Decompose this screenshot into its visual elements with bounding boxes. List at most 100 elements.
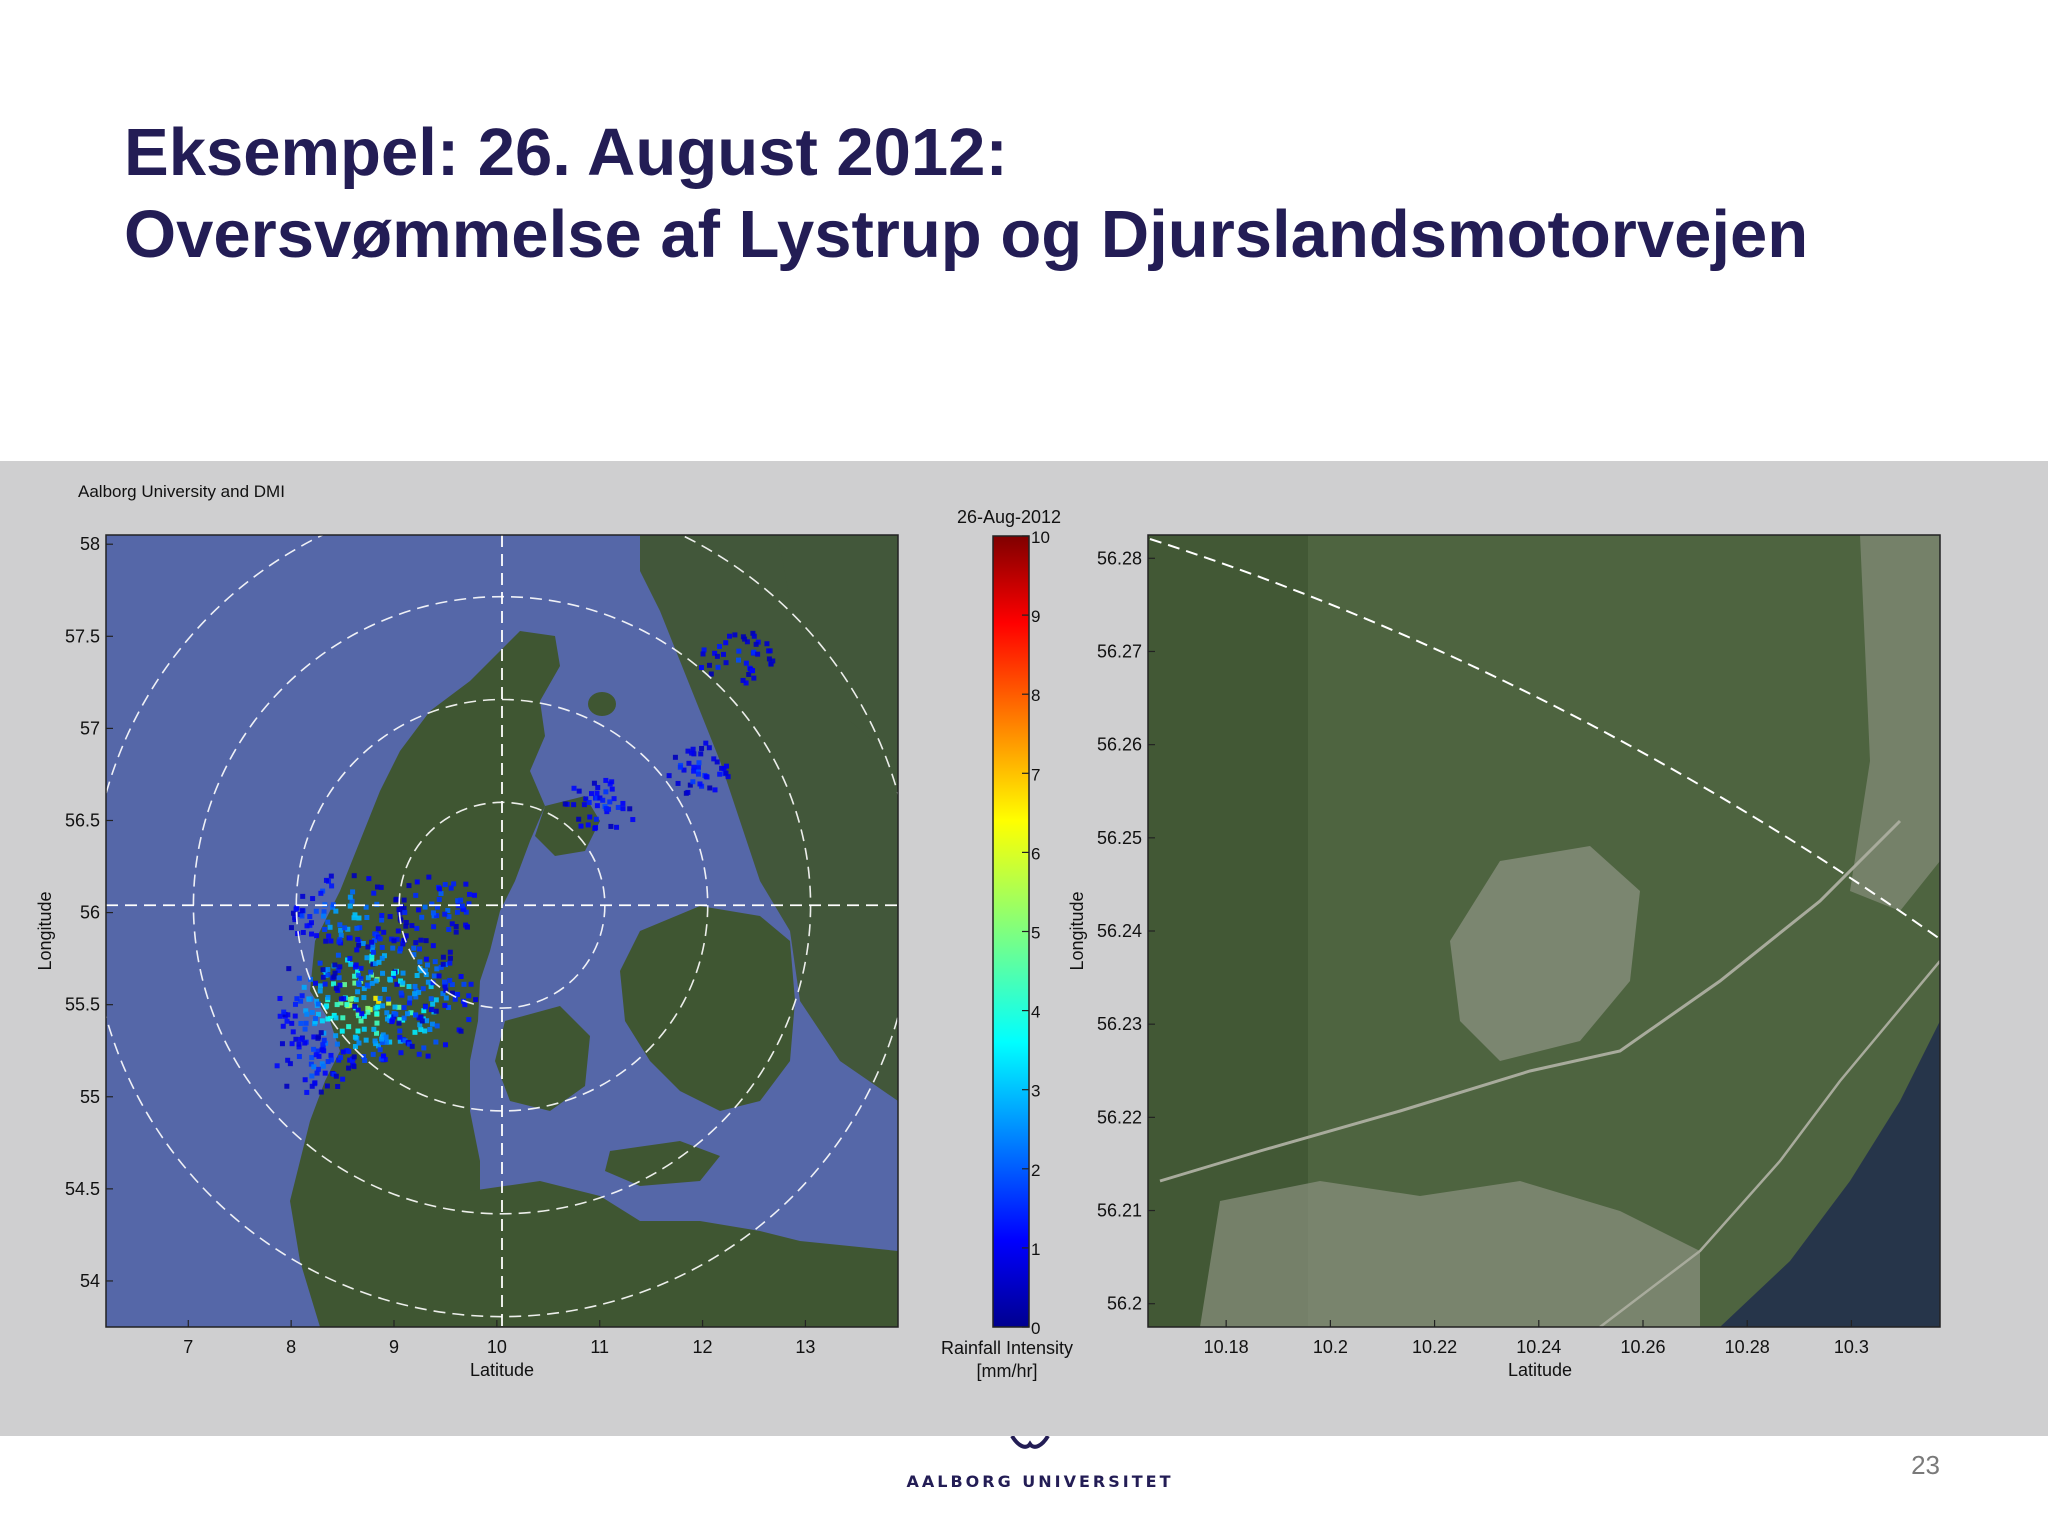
rain-echo-pixel: [351, 873, 357, 879]
rain-echo-pixel: [712, 650, 718, 656]
rain-echo-pixel: [436, 896, 442, 902]
rain-echo-pixel: [398, 990, 404, 996]
rain-echo-pixel: [461, 981, 467, 987]
rain-echo-pixel: [298, 1036, 304, 1042]
rain-echo-pixel: [455, 898, 461, 904]
rain-echo-pixel: [353, 997, 359, 1003]
rain-echo-pixel: [312, 1016, 318, 1022]
rain-echo-pixel: [333, 1033, 339, 1039]
rain-echo-pixel: [309, 931, 315, 937]
rain-echo-pixel: [284, 1083, 290, 1089]
rain-echo-pixel: [588, 791, 594, 797]
rain-echo-pixel: [412, 983, 418, 989]
rain-echo-pixel: [417, 959, 423, 965]
rain-echo-pixel: [417, 1022, 423, 1028]
rain-echo-pixel: [390, 970, 396, 976]
rain-echo-pixel: [701, 647, 707, 653]
right-x-tick-label: 10.3: [1834, 1337, 1869, 1357]
rain-echo-pixel: [404, 1011, 410, 1017]
rain-echo-pixel: [280, 1023, 286, 1029]
right-y-tick-label: 56.23: [1097, 1014, 1142, 1034]
rain-echo-pixel: [430, 1001, 436, 1007]
rain-echo-pixel: [320, 967, 326, 973]
rain-echo-pixel: [296, 1041, 302, 1047]
rain-echo-pixel: [328, 873, 334, 879]
colorbar-tick-label: 6: [1031, 844, 1040, 863]
rain-echo-pixel: [387, 1039, 393, 1045]
rain-echo-pixel: [458, 1028, 464, 1034]
rain-echo-pixel: [413, 940, 419, 946]
town-south: [1200, 1181, 1700, 1327]
colorbar-label-line-2: [mm/hr]: [977, 1361, 1038, 1381]
rain-echo-pixel: [473, 997, 479, 1003]
rain-echo-pixel: [424, 1018, 430, 1024]
rain-echo-pixel: [315, 1066, 321, 1072]
rain-echo-pixel: [466, 1017, 472, 1023]
rain-echo-pixel: [377, 1047, 383, 1053]
rain-echo-pixel: [413, 988, 419, 994]
rain-echo-pixel: [338, 927, 344, 933]
rain-echo-pixel: [587, 814, 593, 820]
rain-echo-pixel: [332, 962, 338, 968]
rain-echo-pixel: [328, 1057, 334, 1063]
right-x-axis-label: Latitude: [1508, 1360, 1572, 1380]
rain-echo-pixel: [362, 1057, 368, 1063]
rain-echo-pixel: [312, 1019, 318, 1025]
rain-echo-pixel: [311, 1034, 317, 1040]
rain-echo-pixel: [300, 893, 306, 899]
colorbar-tick-label: 9: [1031, 607, 1040, 626]
rain-echo-pixel: [303, 1020, 309, 1026]
rain-echo-pixel: [686, 760, 692, 766]
rain-echo-pixel: [321, 1030, 327, 1036]
right-y-tick-label: 56.2: [1107, 1294, 1142, 1314]
rain-echo-pixel: [374, 901, 380, 907]
rain-echo-pixel: [453, 929, 459, 935]
rain-echo-pixel: [407, 995, 413, 1001]
rain-echo-pixel: [594, 790, 600, 796]
rain-echo-pixel: [440, 991, 446, 997]
rain-echo-pixel: [381, 953, 387, 959]
rain-echo-pixel: [321, 913, 327, 919]
rain-echo-pixel: [336, 975, 342, 981]
rain-echo-pixel: [400, 970, 406, 976]
rain-echo-pixel: [434, 913, 440, 919]
rain-echo-pixel: [376, 959, 382, 965]
rain-echo-pixel: [698, 751, 704, 757]
rain-echo-pixel: [446, 1005, 452, 1011]
rain-echo-pixel: [630, 817, 636, 823]
rain-echo-pixel: [334, 1002, 340, 1008]
rain-echo-pixel: [751, 649, 757, 655]
rain-echo-pixel: [403, 919, 409, 925]
rain-echo-pixel: [304, 1089, 310, 1095]
rain-echo-pixel: [320, 1063, 326, 1069]
rain-echo-pixel: [318, 983, 324, 989]
rain-echo-pixel: [690, 779, 696, 785]
right-y-tick-label: 56.26: [1097, 735, 1142, 755]
rain-echo-pixel: [721, 766, 727, 772]
rain-echo-pixel: [322, 1070, 328, 1076]
rain-echo-pixel: [338, 1055, 344, 1061]
rain-echo-pixel: [373, 1041, 379, 1047]
rain-echo-pixel: [354, 925, 360, 931]
rain-echo-pixel: [346, 1048, 352, 1054]
left-x-tick-label: 12: [693, 1337, 713, 1357]
rain-echo-pixel: [594, 803, 600, 809]
rain-echo-pixel: [361, 1026, 367, 1032]
rain-echo-pixel: [445, 908, 451, 914]
rain-echo-pixel: [325, 972, 331, 978]
rain-echo-pixel: [369, 953, 375, 959]
rain-echo-pixel: [697, 781, 703, 787]
rain-echo-pixel: [352, 1003, 358, 1009]
rain-echo-pixel: [340, 1076, 346, 1082]
rain-echo-pixel: [592, 826, 598, 832]
rain-echo-pixel: [328, 938, 334, 944]
rain-echo-pixel: [285, 1057, 291, 1063]
rain-echo-pixel: [464, 924, 470, 930]
rain-echo-pixel: [447, 977, 453, 983]
rain-echo-pixel: [323, 1040, 329, 1046]
rain-echo-pixel: [423, 1004, 429, 1010]
rain-echo-pixel: [368, 972, 374, 978]
rain-echo-pixel: [290, 910, 296, 916]
germany-land: [470, 1181, 898, 1327]
rain-echo-pixel: [627, 806, 633, 812]
